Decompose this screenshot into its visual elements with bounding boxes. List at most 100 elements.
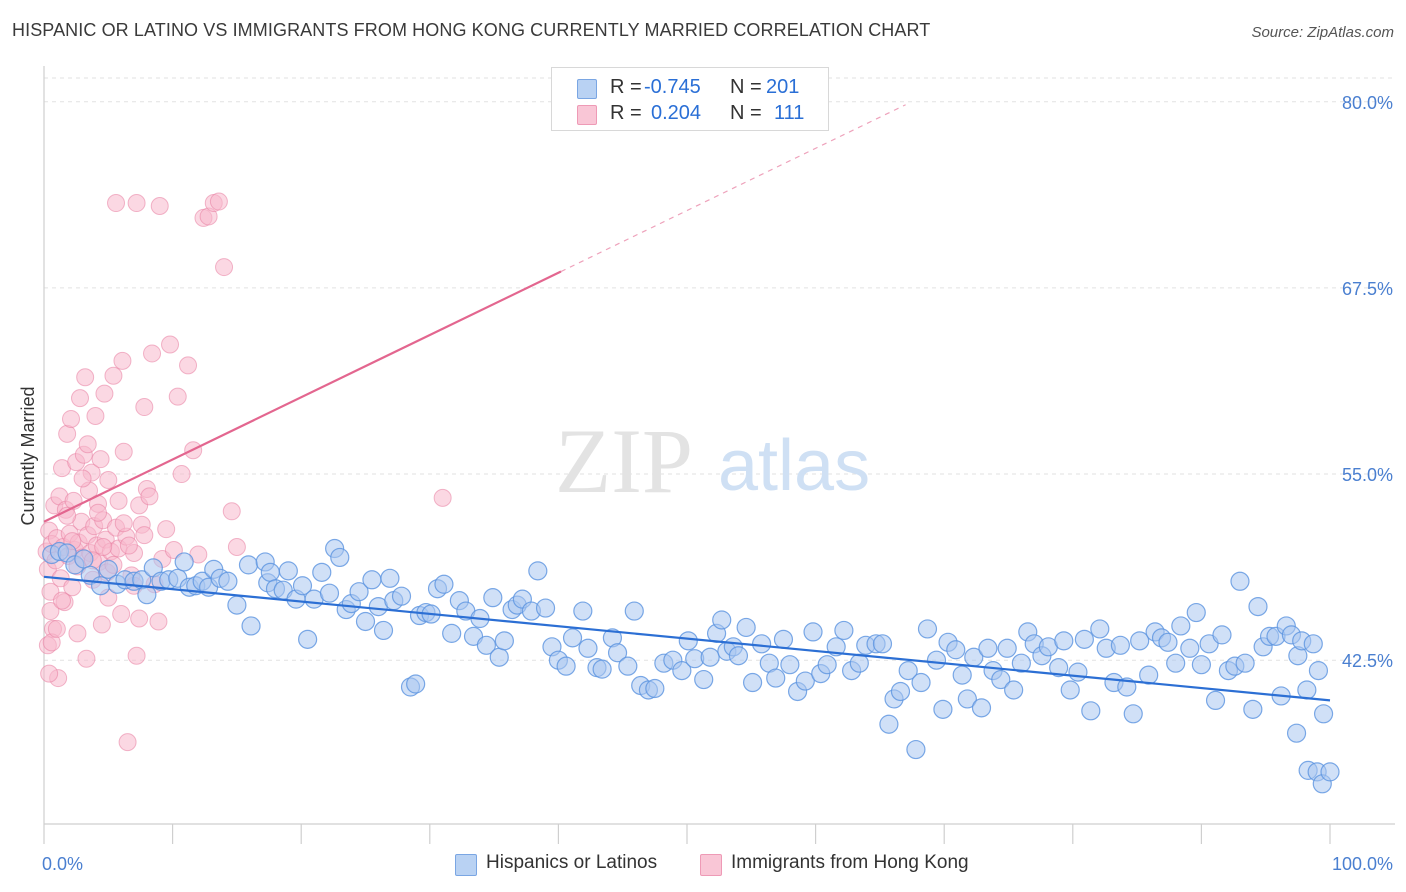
hispanic-point xyxy=(817,655,837,675)
hong-kong-point xyxy=(99,471,118,490)
hong-kong-point xyxy=(140,487,159,506)
hispanic-point xyxy=(624,601,644,621)
hispanic-point xyxy=(1110,635,1130,655)
hispanic-point xyxy=(238,555,259,575)
hong-kong-point xyxy=(130,609,149,628)
legend-row-hispanic: R = -0.745 N = 201 xyxy=(552,75,828,101)
hispanic-point xyxy=(1297,680,1317,700)
hispanic-point xyxy=(592,659,612,679)
hispanic-point xyxy=(349,582,369,602)
hispanic-point xyxy=(728,646,749,666)
hong-kong-point xyxy=(73,469,92,488)
source-credit: Source: ZipAtlas.com xyxy=(1251,24,1394,41)
hong-kong-point xyxy=(78,435,97,454)
legend-r-label: R = xyxy=(610,102,642,124)
hispanic-point xyxy=(278,561,298,581)
hong-kong-trend-line xyxy=(43,270,562,523)
hispanic-point xyxy=(766,668,786,688)
hispanic-point xyxy=(442,623,462,643)
hispanic-point xyxy=(906,739,926,760)
hispanic-point xyxy=(489,647,509,667)
hispanic-point xyxy=(1123,704,1143,724)
hong-kong-point xyxy=(109,491,128,510)
hong-kong-point xyxy=(104,366,123,385)
hispanic-point xyxy=(1313,704,1334,724)
hispanic-point xyxy=(957,689,977,709)
legend-n-value: 201 xyxy=(766,76,800,98)
legend-label-hong-kong: Immigrants from Hong Kong xyxy=(731,852,969,873)
hong-kong-point xyxy=(41,602,60,621)
hispanic-point xyxy=(1166,653,1186,673)
hong-kong-point xyxy=(107,194,126,213)
hong-kong-point xyxy=(168,387,187,406)
legend-swatch-blue xyxy=(455,854,477,876)
hong-kong-point xyxy=(118,733,137,752)
hispanic-point xyxy=(672,661,692,681)
hispanic-point xyxy=(1068,662,1088,682)
hispanic-point xyxy=(1171,616,1191,636)
hispanic-point xyxy=(535,598,556,618)
hispanic-point xyxy=(578,638,598,658)
hispanic-point xyxy=(1308,661,1329,681)
hong-kong-point xyxy=(53,591,72,610)
hong-kong-point xyxy=(172,465,191,484)
legend-row-hong-kong: R = 0.204 N = 111 xyxy=(552,101,828,127)
hong-kong-point xyxy=(91,450,110,469)
hong-kong-point xyxy=(58,424,77,443)
hispanic-point xyxy=(879,714,899,734)
legend-swatch-pink xyxy=(577,105,597,125)
x-tick-label: 0.0% xyxy=(42,854,83,874)
hong-kong-point xyxy=(127,194,146,213)
hong-kong-point xyxy=(179,356,198,375)
x-tick-label: 100.0% xyxy=(1332,854,1393,874)
hispanic-point xyxy=(74,549,94,569)
hispanic-point xyxy=(1011,653,1031,673)
hispanic-point xyxy=(694,669,714,690)
hispanic-point xyxy=(292,576,313,596)
hispanic-point xyxy=(355,611,376,632)
hong-kong-point xyxy=(209,192,228,211)
hispanic-point xyxy=(736,617,756,638)
hispanic-point xyxy=(1117,677,1137,697)
hispanic-point xyxy=(556,656,576,676)
hong-kong-point xyxy=(119,536,138,555)
hispanic-point xyxy=(834,620,854,641)
hispanic-point xyxy=(712,610,732,630)
hong-kong-point xyxy=(112,605,131,624)
hispanic-point xyxy=(1212,625,1232,645)
hong-kong-point xyxy=(62,409,81,428)
hispanic-point xyxy=(391,586,412,606)
series-hispanic-points xyxy=(42,538,1340,794)
hong-kong-point xyxy=(149,612,168,631)
hispanic-point xyxy=(380,568,400,588)
hispanic-point xyxy=(218,571,238,591)
hispanic-point xyxy=(898,661,918,681)
hong-kong-point xyxy=(92,615,111,634)
hong-kong-point xyxy=(143,344,162,363)
hispanic-point xyxy=(991,669,1011,690)
hong-kong-point xyxy=(150,197,169,216)
hispanic-point xyxy=(1081,701,1101,721)
hispanic-point xyxy=(780,655,800,675)
hispanic-point xyxy=(406,674,426,694)
hispanic-point xyxy=(978,638,998,658)
hispanic-point xyxy=(260,562,280,582)
hispanic-point xyxy=(90,576,111,596)
hispanic-point xyxy=(803,622,823,642)
hispanic-point xyxy=(1191,655,1212,675)
hispanic-point xyxy=(1180,638,1200,658)
hispanic-point xyxy=(1186,602,1206,623)
y-axis-label: Currently Married xyxy=(18,386,38,525)
hispanic-point xyxy=(607,643,628,663)
hispanic-point xyxy=(476,635,496,655)
hispanic-point xyxy=(1090,619,1110,639)
hispanic-point xyxy=(1248,596,1268,617)
hispanic-point xyxy=(1004,680,1024,700)
hispanic-point xyxy=(1243,699,1263,719)
legend-n-label: N = xyxy=(730,102,762,124)
watermark-zip: ZIP xyxy=(555,410,693,512)
hispanic-point xyxy=(826,637,846,657)
hispanic-point xyxy=(1286,723,1307,743)
hispanic-point xyxy=(773,629,794,649)
